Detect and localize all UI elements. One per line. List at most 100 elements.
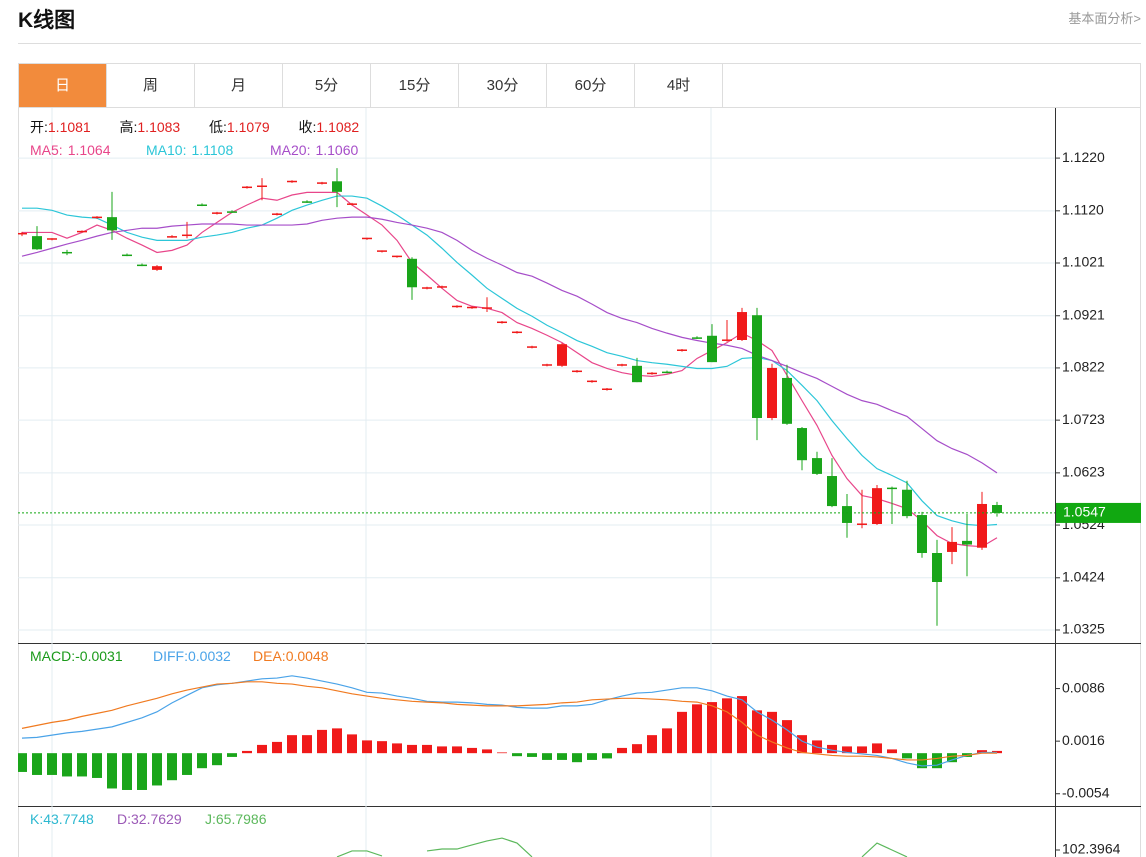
macd-bar [482, 749, 492, 754]
macd-bar [977, 750, 987, 754]
candle-body [467, 306, 477, 309]
candle-body [407, 258, 417, 288]
macd-bar [92, 753, 102, 778]
legend-name: MA10: [146, 142, 186, 158]
candle-body [842, 506, 852, 523]
macd-bar [407, 744, 417, 754]
period-tab[interactable]: 5分 [283, 64, 371, 107]
ohlc-label: 收: [299, 119, 317, 135]
macd-bar [137, 753, 147, 790]
macd-bar [257, 744, 267, 754]
candle-body [362, 237, 372, 240]
last-price-label: 1.0547 [1063, 504, 1106, 520]
macd-bar [107, 753, 117, 789]
candle-body [677, 349, 687, 351]
macd-bar [917, 753, 927, 769]
macd-bar [242, 750, 252, 754]
macd-bar [197, 753, 207, 769]
period-tab[interactable]: 30分 [459, 64, 547, 107]
macd-bar [452, 746, 462, 754]
candle-body [617, 364, 627, 366]
candle-body [962, 540, 972, 545]
period-tab[interactable]: 4时 [635, 64, 723, 107]
macd-bar [152, 753, 162, 786]
macd-bar [287, 735, 297, 754]
y-tick-label: 1.0723 [1062, 411, 1105, 427]
legend-value: 65.7986 [216, 811, 267, 827]
macd-bar [212, 753, 222, 766]
macd-bar [347, 734, 357, 754]
candle-body [527, 346, 537, 348]
candle-body [587, 380, 597, 383]
ohlc-label: 高: [120, 119, 138, 135]
candle-body [812, 458, 822, 474]
legend-value: 0.0048 [286, 648, 329, 664]
y-tick-label: 1.0822 [1062, 359, 1105, 375]
legend-name: K: [30, 811, 43, 827]
y-tick-label: 1.0325 [1062, 621, 1105, 637]
candle-body [887, 487, 897, 490]
legend-name: MA5: [30, 142, 63, 158]
ohlc-value: 1.1081 [48, 119, 91, 135]
period-tab[interactable]: 60分 [547, 64, 635, 107]
series-line [21, 681, 997, 761]
macd-bar [47, 753, 57, 775]
y-tick-label: 102.3964 [1062, 841, 1121, 857]
candle-body [62, 251, 72, 254]
macd-bar [272, 741, 282, 754]
candle-body [272, 213, 282, 215]
candle-body [18, 232, 27, 235]
macd-bar [662, 728, 672, 754]
legend-entry: K:43.7748 [30, 811, 94, 827]
macd-bar [377, 741, 387, 754]
candle-body [32, 236, 42, 250]
candle-body [602, 388, 612, 390]
y-tick-label: 1.1120 [1062, 202, 1104, 218]
y-tick-label: 1.0424 [1062, 568, 1105, 584]
macd-bar [692, 704, 702, 754]
macd-bar [467, 747, 477, 754]
candle-body [752, 315, 762, 419]
legend-value: 1.1108 [191, 142, 233, 158]
series-line [22, 195, 998, 527]
legend-entry: MACD:-0.0031 [30, 648, 123, 664]
legend-name: J: [205, 811, 216, 827]
candle-body [332, 181, 342, 192]
candle-body [902, 489, 912, 517]
period-tab[interactable]: 月 [195, 64, 283, 107]
candle-body [137, 264, 147, 267]
candle-body [107, 217, 117, 231]
period-tab[interactable]: 15分 [371, 64, 459, 107]
y-tick-label: 1.0623 [1062, 464, 1105, 480]
macd-bar [557, 753, 567, 760]
chart-frame [18, 107, 1141, 857]
candle-body [392, 255, 402, 258]
macd-bar [767, 711, 777, 754]
period-tab[interactable]: 日 [19, 64, 107, 107]
fundamental-link[interactable]: 基本面分析> [1068, 11, 1141, 26]
macd-bar [707, 702, 717, 754]
candle-body [317, 182, 327, 184]
ohlc-value: 1.1082 [316, 119, 359, 135]
header-rule [18, 43, 1141, 44]
legend-entry: J:65.7986 [205, 811, 267, 827]
candle-body [92, 216, 102, 219]
macd-bar [302, 735, 312, 754]
candle-body [512, 331, 522, 334]
macd-bar [122, 753, 132, 790]
series-line [336, 837, 908, 857]
candle-body [557, 344, 567, 366]
candle-body [437, 286, 447, 288]
period-tab[interactable]: 周 [107, 64, 195, 107]
candle-body [662, 371, 672, 374]
macd-bar [902, 753, 912, 759]
candle-body [572, 370, 582, 373]
candle-body [542, 364, 552, 366]
candle-body [692, 337, 702, 339]
legend-entry: DEA:0.0048 [253, 648, 329, 664]
macd-bar [602, 753, 612, 759]
macd-bar [572, 753, 582, 763]
macd-bar [677, 711, 687, 754]
candle-body [287, 180, 297, 183]
